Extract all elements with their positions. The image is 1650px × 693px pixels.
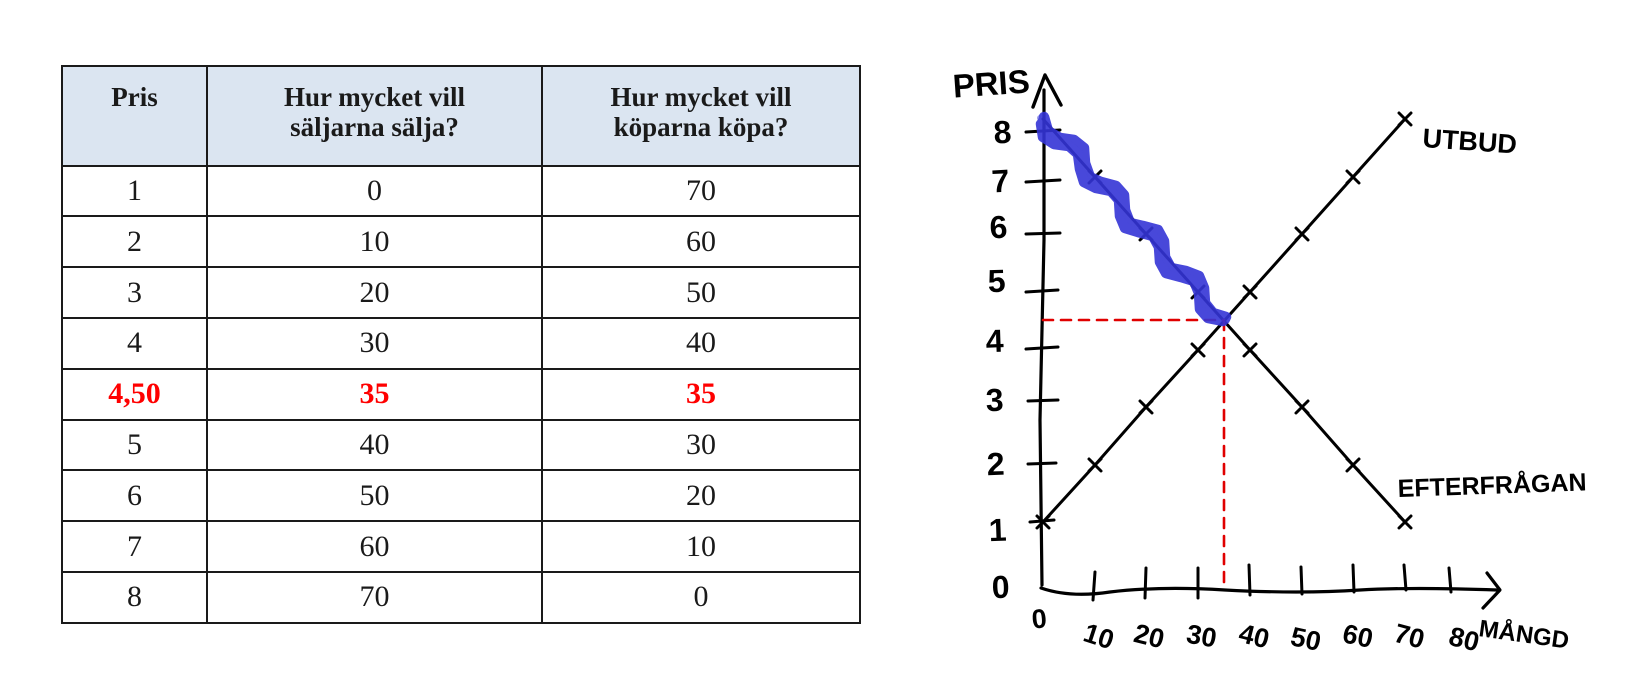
svg-text:PRIS: PRIS <box>951 62 1030 104</box>
svg-text:UTBUD: UTBUD <box>1422 123 1518 160</box>
svg-text:40: 40 <box>1236 618 1272 654</box>
svg-text:5: 5 <box>987 263 1006 300</box>
svg-text:0: 0 <box>991 569 1010 606</box>
svg-text:30: 30 <box>1184 619 1219 654</box>
svg-text:8: 8 <box>993 114 1013 151</box>
svg-text:3: 3 <box>985 382 1004 419</box>
svg-text:4: 4 <box>985 323 1004 360</box>
svg-text:1: 1 <box>988 512 1007 549</box>
svg-text:6: 6 <box>989 209 1009 246</box>
svg-text:60: 60 <box>1340 618 1376 654</box>
svg-text:70: 70 <box>1391 618 1428 655</box>
svg-text:2: 2 <box>986 446 1005 483</box>
svg-text:EFTERFRÅGAN: EFTERFRÅGAN <box>1397 467 1587 503</box>
svg-text:MÅNGD: MÅNGD <box>1477 614 1571 654</box>
svg-text:50: 50 <box>1288 621 1324 657</box>
svg-text:20: 20 <box>1131 618 1167 654</box>
svg-text:7: 7 <box>991 163 1011 200</box>
svg-text:0: 0 <box>1030 603 1048 634</box>
svg-text:10: 10 <box>1080 618 1118 656</box>
